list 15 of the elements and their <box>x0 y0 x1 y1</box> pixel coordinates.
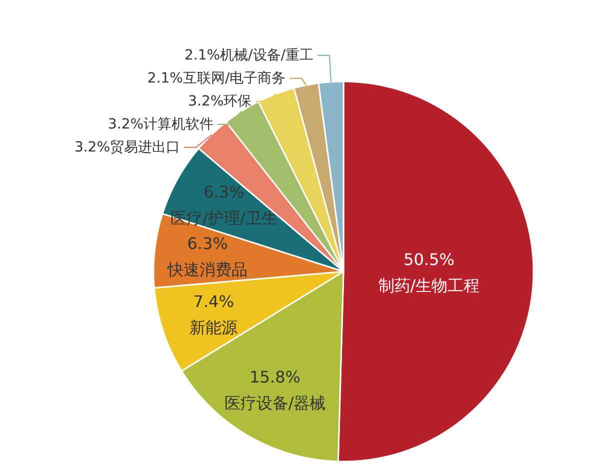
slice-label: 制药/生物工程 <box>378 276 480 296</box>
slice-label: 3.2%计算机软件 <box>108 116 214 132</box>
data-label: 50.5% <box>404 250 454 270</box>
data-label: 15.8% <box>250 367 300 386</box>
slice-label: 3.2%环保 <box>188 93 252 110</box>
slice-label: 医疗设备/器械 <box>224 393 326 412</box>
slice-label: 2.1%互联网/电子商务 <box>147 70 286 86</box>
slice-label: 2.1%机械/设备/重工 <box>184 47 314 64</box>
slice-label: 医疗/护理/卫生 <box>170 208 278 228</box>
slice-label: 新能源 <box>190 318 238 337</box>
slice-label: 快速消费品 <box>166 260 248 279</box>
slice-label: 3.2%贸易进出口 <box>74 139 180 156</box>
data-label: 7.4% <box>193 292 234 311</box>
data-label: 6.3% <box>204 182 244 202</box>
data-label: 6.3% <box>187 234 228 253</box>
